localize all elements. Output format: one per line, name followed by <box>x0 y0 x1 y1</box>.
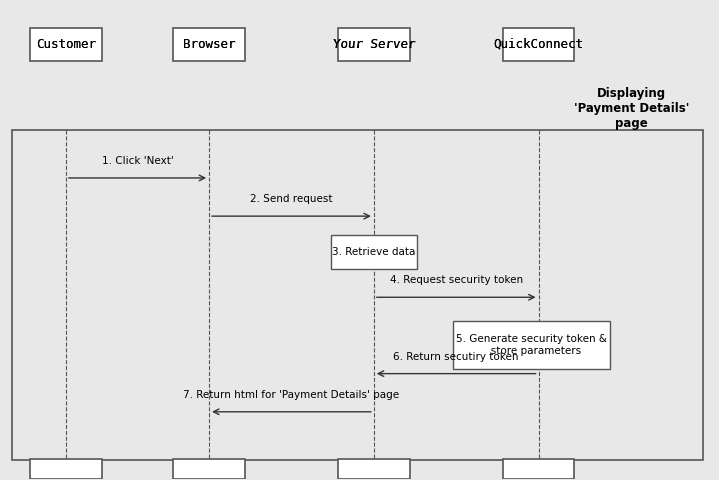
Bar <box>331 235 417 269</box>
Text: 3. Retrieve data: 3. Retrieve data <box>332 247 416 257</box>
Bar <box>503 28 574 61</box>
Bar <box>338 458 410 479</box>
Bar <box>338 28 410 61</box>
Bar <box>173 28 245 61</box>
Text: Your Server: Your Server <box>333 38 415 51</box>
Text: Your Server: Your Server <box>333 38 415 51</box>
Text: Customer: Customer <box>36 38 96 51</box>
Text: Displaying
'Payment Details'
page: Displaying 'Payment Details' page <box>574 87 690 130</box>
Bar <box>173 458 245 479</box>
Bar <box>452 321 610 369</box>
Text: 5. Generate security token &
   store parameters: 5. Generate security token & store param… <box>456 334 607 356</box>
Bar <box>30 28 101 61</box>
Text: Browser: Browser <box>183 38 235 51</box>
Bar <box>503 458 574 479</box>
Text: QuickConnect: QuickConnect <box>493 38 584 51</box>
Text: Browser: Browser <box>183 38 235 51</box>
Text: 6. Return secutiry token: 6. Return secutiry token <box>393 352 519 362</box>
Text: QuickConnect: QuickConnect <box>493 38 584 51</box>
Text: 7. Return html for 'Payment Details' page: 7. Return html for 'Payment Details' pag… <box>183 390 400 400</box>
Bar <box>12 130 703 459</box>
Text: 1. Click 'Next': 1. Click 'Next' <box>101 156 173 166</box>
Bar <box>30 458 101 479</box>
Text: Customer: Customer <box>36 38 96 51</box>
Text: 4. Request security token: 4. Request security token <box>390 276 523 285</box>
Text: 2. Send request: 2. Send request <box>250 194 333 204</box>
